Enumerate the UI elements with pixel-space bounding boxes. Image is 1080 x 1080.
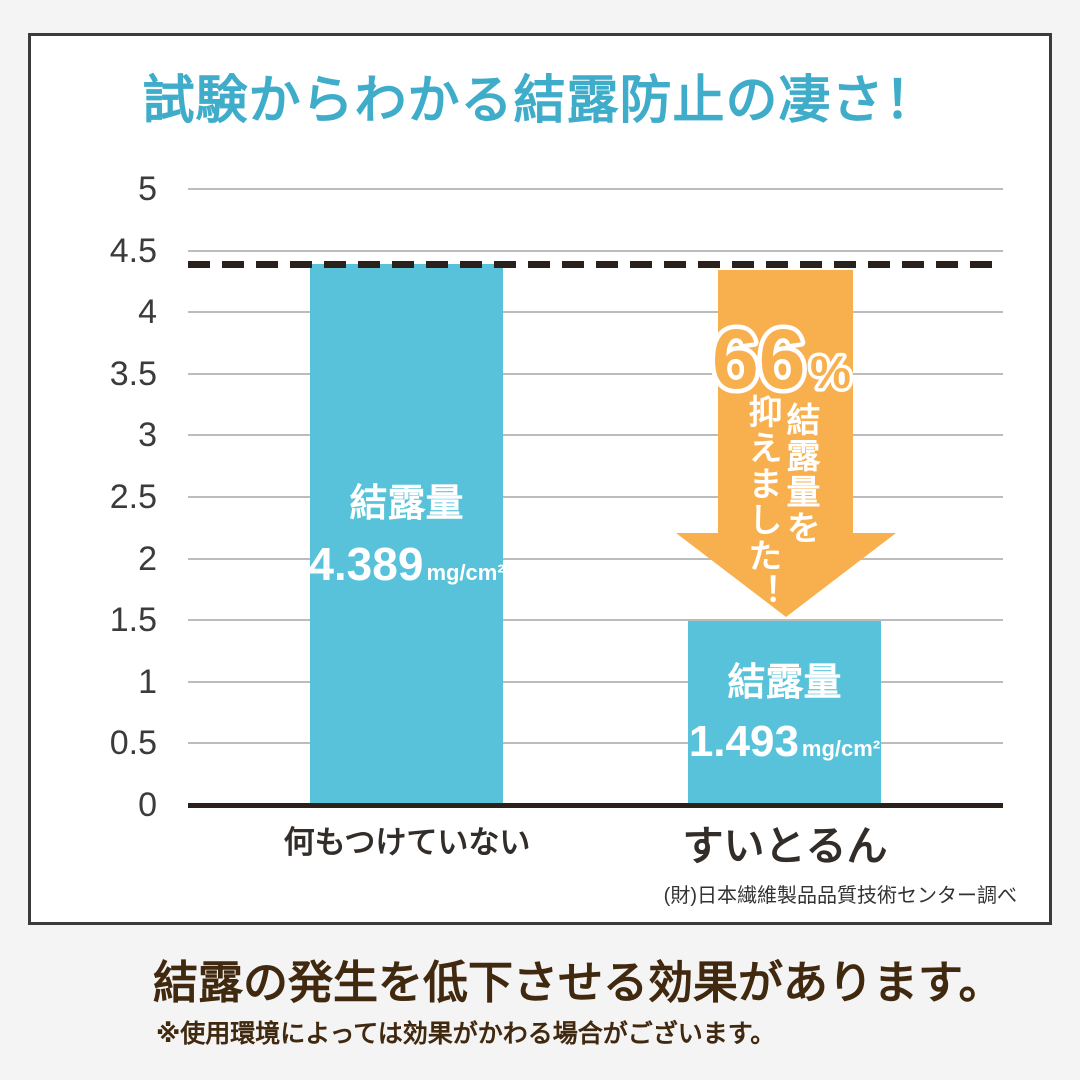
y-tick-label: 0 <box>138 786 157 824</box>
category-label-right: すいとるん <box>682 823 888 869</box>
bar-value-unit: mg/cm² <box>801 736 881 762</box>
bar-0: 結露量 4.389 mg/cm² <box>308 264 505 805</box>
gridline <box>188 496 1003 498</box>
gridline <box>188 372 1003 375</box>
y-tick-label: 3.5 <box>109 354 157 393</box>
y-tick-label: 2 <box>138 539 157 578</box>
annotation-vertical-text-2: 抑えました！ <box>743 394 781 610</box>
reference-dashed-line <box>188 261 1003 269</box>
footer-note: ※使用環境によっては効果がかわる場合がございます。 <box>156 1020 776 1048</box>
gridline <box>188 434 1003 437</box>
gridline <box>188 311 1003 314</box>
bar-label: 結露量 <box>349 482 464 525</box>
percent-value: 66 <box>712 312 805 406</box>
y-tick-label: 1.5 <box>109 601 157 640</box>
bar-value-number: 4.389 <box>308 537 424 590</box>
y-tick-label: 4 <box>138 293 157 332</box>
x-axis-line <box>188 803 1003 808</box>
bar-value-number: 1.493 <box>688 717 799 767</box>
bar-value-unit: mg/cm² <box>426 559 505 585</box>
gridline <box>188 680 1003 683</box>
y-tick-label: 3 <box>138 416 157 455</box>
source-attribution: (財)日本繊維製品品質技術センター調べ <box>663 885 1017 907</box>
gridline <box>188 742 1003 745</box>
percent-sign: % <box>810 346 851 398</box>
gridline <box>188 619 1003 622</box>
category-label-left: 何もつけていない <box>283 825 531 860</box>
chart-card: 試験からわかる結露防止の凄さ！ 結露量 1.493 mg/cm² 結露量 4.389 mg… <box>28 33 1052 925</box>
y-tick-label: 2.5 <box>109 478 157 516</box>
y-tick-label: 0.5 <box>109 724 157 763</box>
down-arrow-icon <box>676 270 896 617</box>
y-tick-label: 5 <box>138 170 157 208</box>
footer-headline: 結露の発生を低下させる効果があります。 <box>153 957 1004 1008</box>
y-tick-label: 1 <box>138 662 157 701</box>
gridline <box>188 557 1003 560</box>
bar-value: 4.389 mg/cm² <box>308 541 504 587</box>
bar-chart: 結露量 1.493 mg/cm² 結露量 4.389 mg/cm² 0 0.5 1 1.5 2 2.5… <box>31 36 1049 922</box>
gridline <box>188 188 1003 190</box>
gridline <box>188 249 1003 252</box>
reduction-arrow: 66 % <box>676 270 896 617</box>
annotation-vertical-text-1: 結露量を <box>781 402 819 546</box>
bar-1: 結露量 1.493 mg/cm² <box>688 621 881 805</box>
bar-value: 1.493 mg/cm² <box>689 720 880 764</box>
y-tick-label: 4.5 <box>109 231 157 270</box>
bar-label: 結露量 <box>727 662 842 705</box>
chart-title: 試験からわかる結露防止の凄さ！ <box>142 72 938 130</box>
